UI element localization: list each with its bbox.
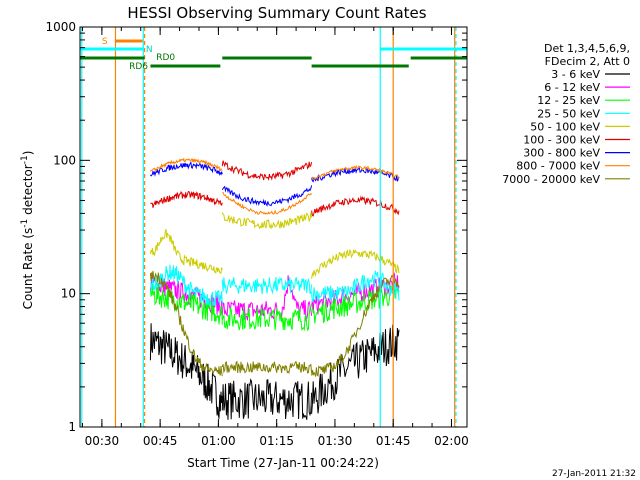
series-line	[311, 270, 400, 303]
chart-title: HESSI Observing Summary Count Rates	[127, 4, 426, 22]
x-tick-label: 01:00	[201, 434, 236, 448]
x-tick-label: 00:30	[85, 434, 120, 448]
series-line	[311, 324, 400, 414]
rd6-flag-label: RD6	[129, 62, 148, 72]
x-tick-label: 01:15	[259, 434, 294, 448]
series-line	[311, 164, 400, 180]
series-line	[221, 275, 313, 322]
series-line	[149, 229, 223, 275]
y-tick-label: 100	[53, 153, 76, 167]
series-line	[221, 160, 313, 181]
y-axis-label-sup2: -1	[20, 155, 30, 164]
series-line	[222, 191, 312, 215]
marker-layer	[81, 27, 457, 427]
legend-entry-label: 6 - 12 keV	[544, 81, 600, 94]
y-axis-label-mid: detector	[21, 164, 35, 219]
saa-flag-label: S	[102, 37, 108, 47]
y-axis-label-sup1: -1	[20, 219, 30, 228]
plot-frame	[79, 26, 468, 428]
legend-entry-label: 50 - 100 keV	[530, 120, 600, 133]
y-axis-label: Count Rate (s-1 detector-1)	[20, 151, 35, 310]
night-flag-label: N	[146, 45, 153, 55]
x-axis-label: Start Time (27-Jan-11 00:24:22)	[187, 456, 379, 470]
legend-entry-label: 300 - 800 keV	[523, 147, 600, 160]
y-tick-label: 10	[61, 287, 76, 301]
x-tick-label: 01:30	[318, 434, 353, 448]
series-line	[311, 195, 400, 217]
x-tick-label: 01:45	[376, 434, 411, 448]
series-line	[221, 305, 313, 332]
y-axis-label-suffix: )	[21, 151, 35, 156]
y-axis-label-prefix: Count Rate (s	[21, 228, 35, 310]
series-line	[149, 157, 223, 172]
y-tick-label: 1000	[45, 20, 76, 34]
timestamp: 27-Jan-2011 21:32	[552, 469, 636, 479]
series-line	[221, 212, 313, 230]
series-line	[221, 360, 313, 375]
legend-header-line-2: FDecim 2, Att 0	[545, 55, 630, 68]
axis-layer: 1 10 100 1000 00:30 00:45 01:00 01:15 01:30 01:45…	[45, 20, 468, 448]
legend-entry-label: 800 - 7000 keV	[516, 160, 600, 173]
series-line	[311, 274, 400, 377]
series-line	[149, 323, 223, 419]
x-tick-label: 02:00	[434, 434, 469, 448]
series-layer	[149, 157, 400, 420]
series-line	[311, 248, 400, 279]
rd0-flag-label: RD0	[156, 53, 175, 63]
legend-entry-label: 100 - 300 keV	[523, 134, 600, 147]
x-tick-label: 00:45	[143, 434, 178, 448]
legend-header-line-1: Det 1,3,4,5,6,9,	[544, 42, 630, 55]
series-line	[149, 264, 223, 307]
series-line	[221, 378, 313, 420]
legend-entry-label: 12 - 25 keV	[537, 94, 600, 107]
legend-entry-label: 7000 - 20000 keV	[502, 173, 600, 186]
series-line	[150, 190, 223, 208]
series-line	[149, 161, 223, 177]
legend-entry-label: 3 - 6 keV	[551, 68, 600, 81]
series-line	[221, 185, 313, 207]
legend-entry-label: 25 - 50 keV	[537, 107, 600, 120]
y-tick-label: 1	[68, 420, 76, 434]
series-line	[149, 270, 223, 377]
legend: Det 1,3,4,5,6,9, FDecim 2, Att 0 3 - 6 k…	[502, 42, 630, 186]
series-line	[221, 276, 313, 295]
